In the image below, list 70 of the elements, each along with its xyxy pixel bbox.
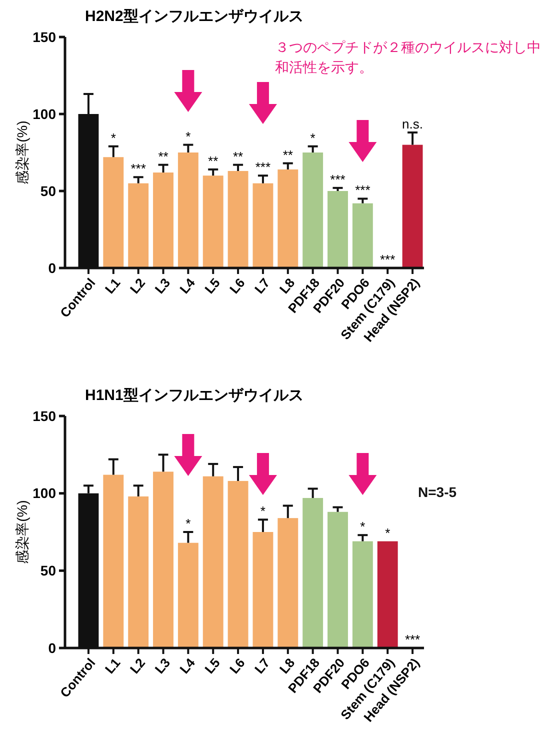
annotation: * — [310, 130, 316, 146]
annotation: *** — [404, 632, 420, 647]
x-tick-label: L4 — [176, 274, 198, 296]
annotation: * — [186, 516, 191, 531]
bar — [128, 183, 149, 268]
y-tick-label: 50 — [40, 182, 56, 199]
bar — [402, 144, 423, 268]
x-tick-label: L2 — [126, 655, 148, 676]
annotation: N=3-5 — [418, 484, 457, 500]
y-axis-title: 感染率(%) — [14, 120, 30, 184]
bar — [302, 152, 324, 268]
x-tick-label: L3 — [152, 655, 174, 676]
bar — [352, 203, 373, 268]
bar — [228, 480, 248, 648]
x-tick-label: L1 — [102, 275, 124, 296]
annotation: ** — [208, 153, 218, 168]
bar — [252, 532, 274, 648]
annotation: ** — [282, 147, 293, 162]
y-tick-label: 100 — [32, 106, 56, 122]
y-tick-label: 150 — [32, 28, 56, 45]
bar — [178, 152, 198, 268]
annotation: *** — [130, 161, 146, 176]
annotation: ** — [158, 148, 168, 164]
bar — [178, 542, 198, 648]
y-tick-label: 0 — [48, 640, 56, 656]
x-tick-label: L1 — [102, 655, 124, 676]
annotation: * — [110, 130, 116, 146]
y-tick-label: 150 — [32, 408, 56, 424]
annotation: *** — [380, 252, 396, 267]
x-tick-label: L6 — [226, 655, 248, 676]
bar — [202, 476, 224, 648]
bar — [103, 157, 124, 268]
annotation: n.s. — [402, 116, 424, 132]
bar — [128, 496, 149, 648]
annotation: * — [360, 519, 366, 534]
y-tick-label: 0 — [48, 260, 56, 276]
annotation: * — [260, 504, 266, 519]
bar — [278, 518, 298, 648]
x-tick-label: L5 — [202, 275, 223, 296]
bar — [328, 512, 348, 648]
chart-title: H2N2型インフルエンザウイルス — [85, 8, 304, 25]
annotation: *** — [330, 172, 346, 187]
bar — [228, 170, 248, 268]
annotation: * — [385, 525, 390, 540]
annotation: * — [186, 128, 191, 144]
annotation: ** — [232, 148, 244, 164]
x-tick-label: L7 — [252, 275, 273, 296]
x-tick-label: L3 — [152, 275, 174, 296]
bar — [302, 498, 324, 648]
x-tick-label: L7 — [252, 655, 273, 676]
bar — [202, 176, 224, 268]
annotation: ３つのペプチドが２種のウイルスに対し中和活性を示す。 — [275, 39, 541, 75]
bar — [352, 541, 373, 648]
y-tick-label: 50 — [40, 562, 56, 579]
bar — [153, 172, 174, 268]
x-tick-label: L6 — [226, 275, 248, 296]
bar — [153, 472, 174, 648]
y-tick-label: 100 — [32, 485, 56, 502]
bar — [252, 183, 274, 268]
annotation: *** — [255, 160, 271, 175]
x-tick-label: L2 — [126, 275, 148, 296]
y-axis-title: 感染率(%) — [14, 500, 30, 564]
annotation: *** — [355, 182, 370, 198]
bar — [328, 191, 348, 268]
bar — [278, 169, 298, 268]
bar — [103, 474, 124, 648]
chart-title: H1N1型インフルエンザウイルス — [85, 387, 304, 404]
bar — [377, 541, 398, 648]
x-tick-label: L4 — [176, 654, 198, 676]
x-tick-label: L5 — [202, 655, 223, 676]
